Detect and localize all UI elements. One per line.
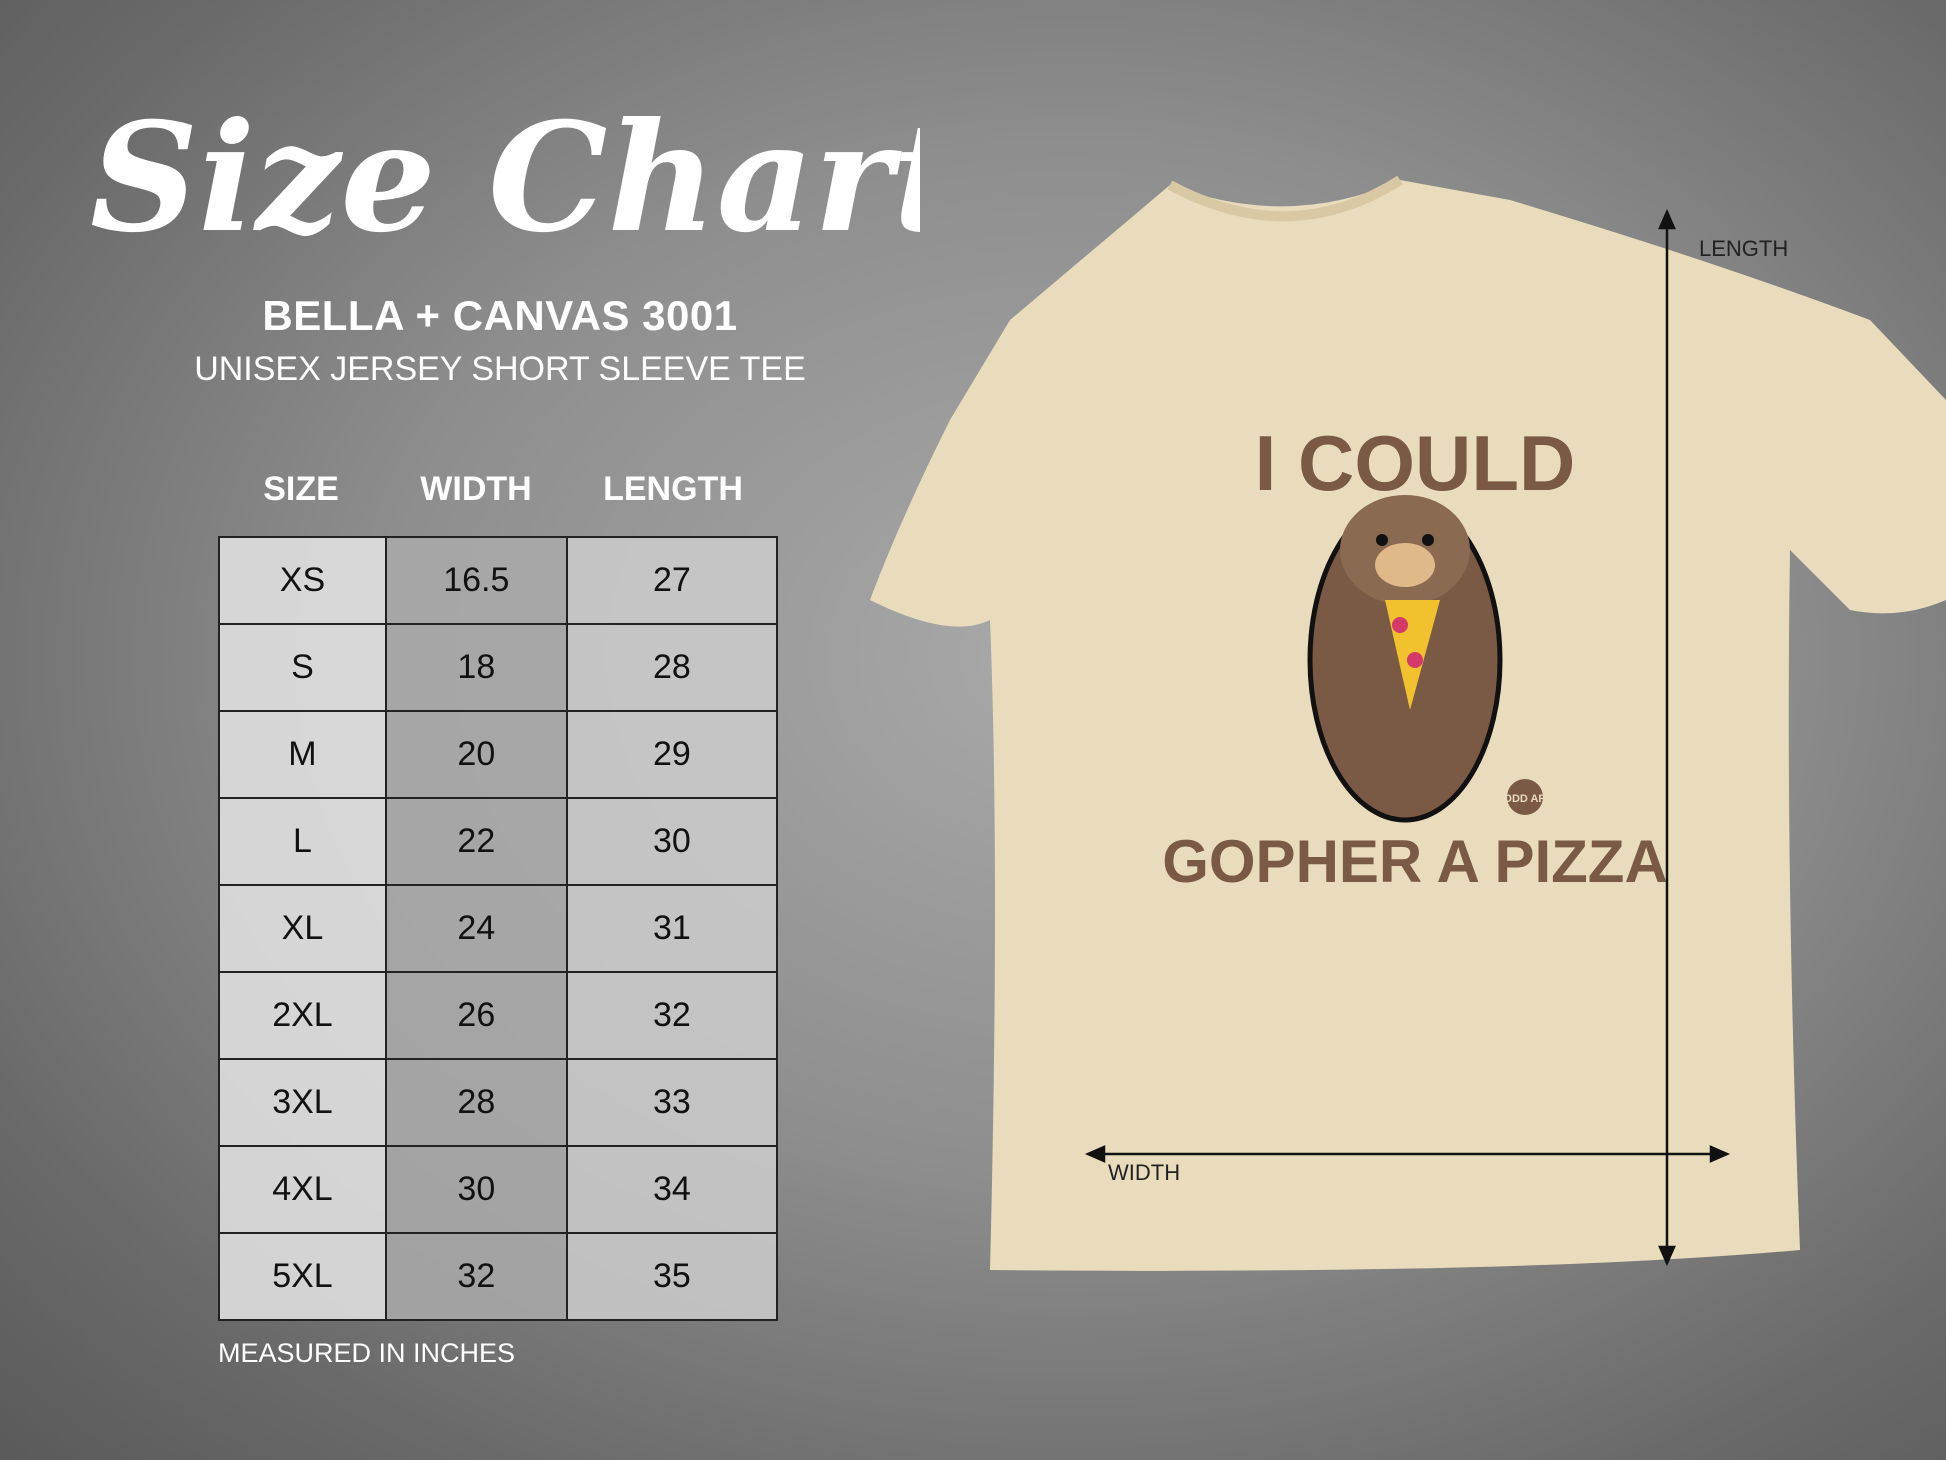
header-width: WIDTH	[420, 470, 532, 508]
width-cell: 28	[384, 1058, 568, 1147]
table-row: XL 24 31	[218, 884, 779, 973]
length-cell: 35	[565, 1232, 779, 1321]
width-cell: 16.5	[384, 536, 568, 625]
size-cell: XS	[218, 536, 387, 625]
table-row: XS 16.5 27	[218, 536, 779, 625]
width-label: WIDTH	[1108, 1160, 1180, 1185]
length-cell: 29	[565, 710, 779, 799]
tshirt-image: I COULD TODD ART GOPHER A PIZZA LENGTH W…	[870, 175, 1946, 1271]
width-arrowheads	[1084, 1145, 1731, 1163]
size-cell: 3XL	[218, 1058, 387, 1147]
size-cell: L	[218, 797, 387, 886]
header-length: LENGTH	[603, 470, 743, 508]
title-text: Size Chart	[90, 90, 920, 266]
length-arrowheads	[1658, 208, 1676, 1267]
length-cell: 31	[565, 884, 779, 973]
table-row: M 20 29	[218, 710, 779, 799]
size-chart-title: Size Chart	[90, 90, 920, 266]
units-note: MEASURED IN INCHES	[218, 1338, 516, 1368]
size-cell: M	[218, 710, 387, 799]
size-cell: 2XL	[218, 971, 387, 1060]
length-cell: 28	[565, 623, 779, 712]
width-cell: 32	[384, 1232, 568, 1321]
brand-heading: BELLA + CANVAS 3001	[262, 292, 738, 339]
width-cell: 22	[384, 797, 568, 886]
length-cell: 34	[565, 1145, 779, 1234]
model-subheading: UNISEX JERSEY SHORT SLEEVE TEE	[194, 350, 806, 388]
length-cell: 32	[565, 971, 779, 1060]
table-row: 2XL 26 32	[218, 971, 779, 1060]
length-cell: 27	[565, 536, 779, 625]
length-cell: 33	[565, 1058, 779, 1147]
width-cell: 26	[384, 971, 568, 1060]
collar	[1167, 175, 1403, 222]
table-row: L 22 30	[218, 797, 779, 886]
header-size: SIZE	[263, 470, 339, 508]
width-cell: 30	[384, 1145, 568, 1234]
table-row: 4XL 30 34	[218, 1145, 779, 1234]
length-cell: 30	[565, 797, 779, 886]
size-table: XS 16.5 27 S 18 28 M 20 29 L 22 30 XL 24 31 2XL 26 32 3XL 2…	[218, 536, 779, 1321]
table-row: 3XL 28 33	[218, 1058, 779, 1147]
width-cell: 20	[384, 710, 568, 799]
width-cell: 18	[384, 623, 568, 712]
length-label: LENGTH	[1699, 236, 1788, 261]
size-cell: 5XL	[218, 1232, 387, 1321]
size-cell: XL	[218, 884, 387, 973]
print-top-text: I COULD	[1255, 419, 1576, 507]
print-bottom-text: GOPHER A PIZZA	[1162, 828, 1668, 895]
todd-art-badge	[1507, 779, 1543, 815]
width-cell: 24	[384, 884, 568, 973]
gopher-illustration	[1307, 495, 1503, 823]
table-row: 5XL 32 35	[218, 1232, 779, 1321]
table-row: S 18 28	[218, 623, 779, 712]
size-cell: S	[218, 623, 387, 712]
badge-text: TODD ART	[1497, 793, 1554, 805]
size-cell: 4XL	[218, 1145, 387, 1234]
